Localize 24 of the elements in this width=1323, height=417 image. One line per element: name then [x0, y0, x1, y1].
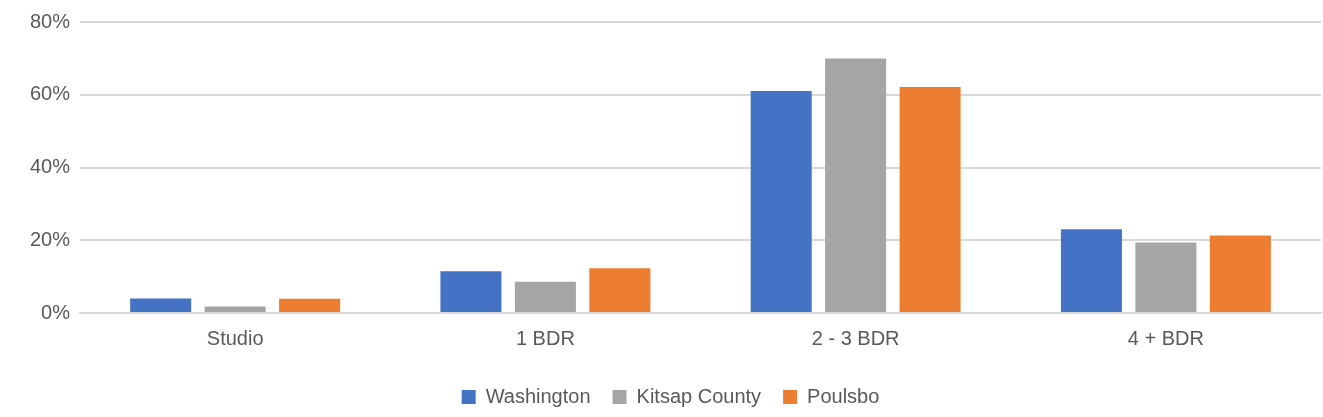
x-tick-label: 2 - 3 BDR [811, 326, 900, 349]
bar [279, 298, 341, 312]
legend-label: Washington [485, 384, 591, 407]
bar [204, 306, 266, 312]
bar [899, 87, 961, 312]
bar [130, 298, 192, 312]
bar [514, 281, 576, 312]
y-tick-label: 0% [41, 300, 71, 323]
y-tick-label: 20% [30, 227, 71, 250]
y-tick-label: 40% [30, 155, 71, 178]
y-tick-label: 80% [30, 9, 71, 32]
y-tick-label: 60% [30, 82, 71, 105]
bar [1135, 242, 1197, 312]
x-tick-label: 1 BDR [515, 326, 575, 349]
bar [589, 268, 651, 312]
legend-label: Kitsap County [636, 384, 762, 407]
x-tick-label: 4 + BDR [1127, 326, 1204, 349]
bar [1060, 229, 1122, 312]
legend-label: Poulsbo [807, 384, 880, 407]
x-tick-label: Studio [206, 326, 264, 349]
bar [1209, 235, 1271, 312]
bar [750, 91, 812, 312]
bar [440, 271, 502, 312]
bar [825, 58, 887, 312]
